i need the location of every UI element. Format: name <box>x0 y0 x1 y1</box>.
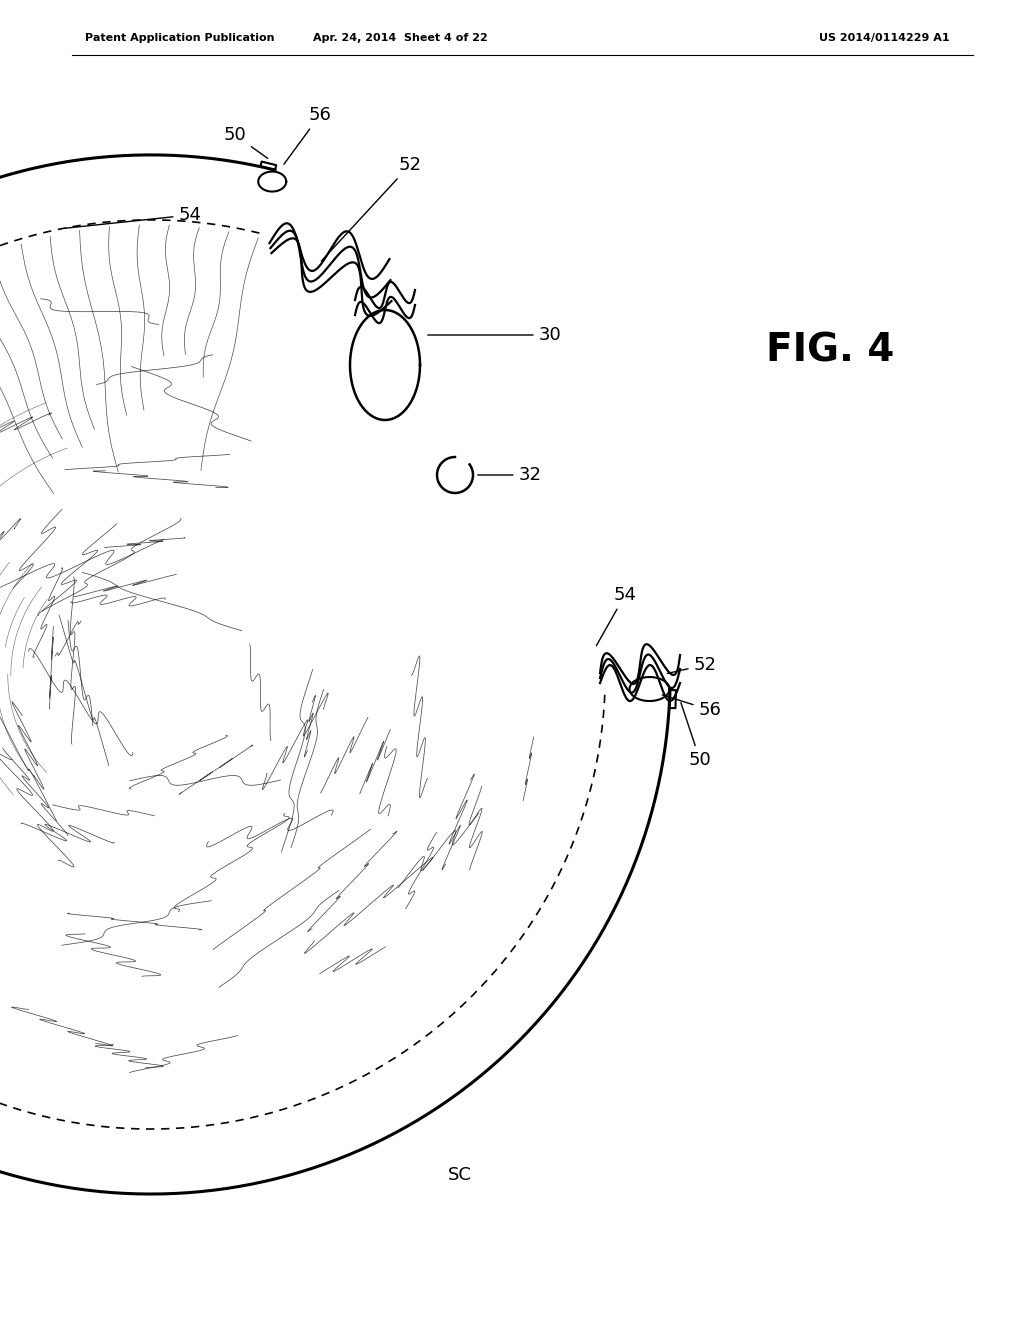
Text: 32: 32 <box>478 466 542 484</box>
Text: SC: SC <box>449 1166 472 1184</box>
Text: Patent Application Publication: Patent Application Publication <box>85 33 274 44</box>
Text: Apr. 24, 2014  Sheet 4 of 22: Apr. 24, 2014 Sheet 4 of 22 <box>312 33 487 44</box>
Text: 54: 54 <box>66 206 202 228</box>
Text: 52: 52 <box>322 156 422 261</box>
Text: FIG. 4: FIG. 4 <box>766 331 894 370</box>
Text: 56: 56 <box>284 106 332 164</box>
Text: 50: 50 <box>223 125 267 158</box>
Text: 52: 52 <box>668 656 717 675</box>
Text: 54: 54 <box>596 586 637 645</box>
Text: 50: 50 <box>681 702 712 770</box>
Text: US 2014/0114229 A1: US 2014/0114229 A1 <box>819 33 950 44</box>
Text: 30: 30 <box>428 326 561 345</box>
Text: 56: 56 <box>663 694 722 719</box>
